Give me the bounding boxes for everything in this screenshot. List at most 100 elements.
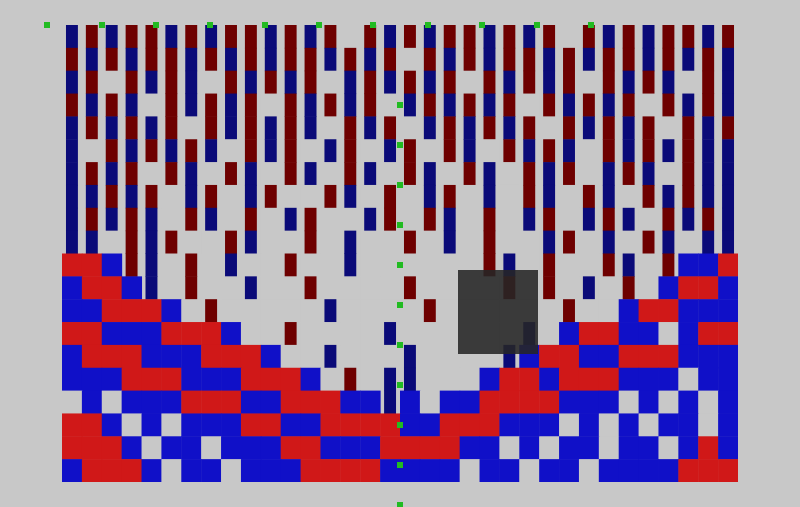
cell (161, 459, 181, 482)
cell (82, 322, 102, 345)
cell (185, 48, 197, 71)
cell (126, 208, 138, 231)
receiver (479, 22, 485, 28)
cell (142, 368, 162, 391)
cell (181, 459, 201, 482)
cell (340, 436, 360, 459)
cell (205, 208, 217, 231)
cell (165, 162, 177, 185)
cell (185, 25, 197, 48)
cell (579, 345, 599, 368)
cell (559, 436, 579, 459)
cell (62, 368, 82, 391)
cell (543, 71, 555, 94)
cell (559, 345, 579, 368)
cell (444, 71, 456, 94)
cell (185, 185, 197, 208)
cell (559, 391, 579, 414)
cell (404, 162, 416, 185)
cell (344, 254, 356, 277)
cell (722, 48, 734, 71)
cell (221, 436, 241, 459)
cell (126, 162, 138, 185)
cell (221, 299, 241, 322)
cell (340, 322, 360, 345)
cell (344, 48, 356, 71)
cell (142, 413, 162, 436)
cell (623, 254, 635, 277)
cell (420, 459, 440, 482)
cell (142, 162, 162, 185)
cell (718, 276, 738, 299)
cell (702, 25, 714, 48)
cell (360, 299, 380, 322)
cell (722, 25, 734, 48)
cell (324, 48, 336, 71)
cell (82, 436, 102, 459)
cell (599, 459, 619, 482)
receiver (397, 342, 403, 348)
cell (678, 459, 698, 482)
cell (221, 208, 241, 231)
cell (519, 391, 539, 414)
cell (364, 116, 376, 139)
cell (185, 254, 197, 277)
cell (623, 71, 635, 94)
cell (400, 322, 420, 345)
cell (619, 391, 639, 414)
cell (122, 276, 142, 299)
cell (460, 413, 480, 436)
receiver (153, 22, 159, 28)
cell (404, 25, 416, 48)
cell (718, 436, 738, 459)
cell (245, 231, 257, 254)
cell (603, 25, 615, 48)
cell (698, 299, 718, 322)
cell (185, 71, 197, 94)
cell (424, 71, 436, 94)
cell (281, 413, 301, 436)
cell (66, 25, 78, 48)
cell (344, 139, 356, 162)
cell (519, 231, 539, 254)
cell (205, 48, 217, 71)
cell (281, 345, 301, 368)
cell (678, 276, 698, 299)
cell (82, 391, 102, 414)
cell (682, 25, 694, 48)
cell (142, 436, 162, 459)
cell (639, 254, 659, 277)
cell (519, 436, 539, 459)
cell (165, 231, 177, 254)
cell (106, 25, 118, 48)
cell (225, 48, 237, 71)
receiver (397, 302, 403, 308)
cell (380, 436, 400, 459)
cell (484, 94, 496, 117)
cell (623, 276, 635, 299)
cell (444, 208, 456, 231)
cell (400, 391, 420, 414)
cell (444, 94, 456, 117)
cell (86, 231, 98, 254)
cell (503, 48, 515, 71)
cell (301, 413, 321, 436)
cell (146, 71, 158, 94)
cell (718, 345, 738, 368)
cell (718, 254, 738, 277)
cell (205, 185, 217, 208)
receiver (397, 502, 403, 507)
cell (281, 459, 301, 482)
cell (380, 162, 400, 185)
cell (420, 254, 440, 277)
cell (221, 185, 241, 208)
cell (460, 436, 480, 459)
cell (161, 436, 181, 459)
cell (464, 116, 476, 139)
cell (301, 391, 321, 414)
cell (718, 391, 738, 414)
cell (185, 208, 197, 231)
cell (82, 345, 102, 368)
cell (599, 368, 619, 391)
cell (106, 185, 118, 208)
